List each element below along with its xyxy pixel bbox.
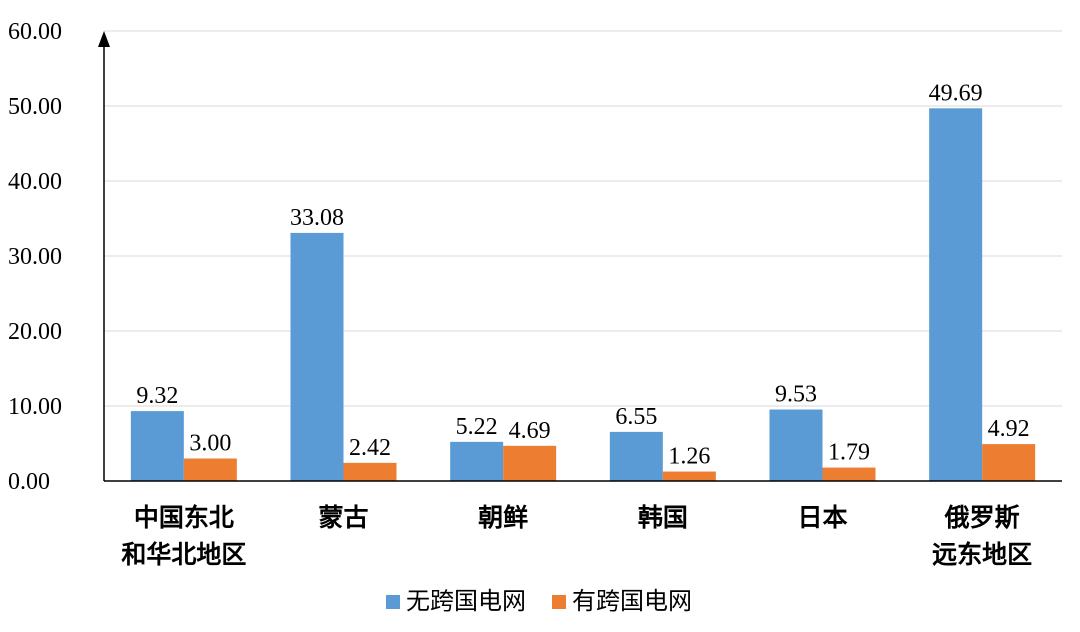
bar: [130, 411, 184, 481]
bar: [290, 232, 344, 481]
category-label: 俄罗斯: [944, 503, 1020, 532]
data-label: 6.55: [615, 404, 657, 430]
y-axis-ticks: 0.00 10.00 20.00 30.00 40.00 50.00 60.00: [8, 19, 62, 495]
legend: 无跨国电网 有跨国电网: [386, 587, 692, 615]
category-label: 远东地区: [932, 540, 1032, 569]
bar: [609, 431, 663, 481]
bar: [822, 467, 876, 481]
bar: [503, 445, 557, 481]
y-axis-arrow: [98, 31, 110, 47]
data-label: 1.26: [668, 444, 710, 470]
bar: [343, 462, 397, 481]
data-label: 9.32: [136, 383, 178, 409]
bar: [662, 471, 716, 481]
legend-swatch: [386, 595, 400, 609]
category-label: 中国东北: [134, 503, 234, 532]
y-tick-label: 50.00: [8, 94, 62, 120]
y-tick-label: 10.00: [8, 394, 62, 420]
data-labels: 9.32 33.08 5.22 6.55 9.53 49.69 3.00 2.42 4.69 1.…: [136, 80, 1029, 469]
category-label: 日本: [797, 503, 847, 532]
axes: [98, 31, 1062, 482]
category-label: 蒙古: [318, 503, 368, 532]
bar: [982, 444, 1036, 481]
category-label: 朝鲜: [478, 503, 528, 532]
data-label: 49.69: [929, 80, 983, 106]
bar: [929, 108, 983, 481]
legend-label: 有跨国电网: [572, 587, 692, 615]
category-label: 韩国: [638, 503, 688, 532]
y-tick-label: 60.00: [8, 19, 62, 45]
y-tick-label: 0.00: [8, 469, 50, 495]
y-tick-label: 20.00: [8, 319, 62, 345]
bar: [450, 441, 504, 481]
legend-swatch: [552, 595, 566, 609]
bars: [130, 108, 1036, 481]
data-label: 33.08: [290, 205, 344, 231]
data-label: 1.79: [828, 440, 870, 466]
data-label: 4.92: [988, 416, 1030, 442]
data-label: 2.42: [349, 435, 391, 461]
data-label: 3.00: [189, 431, 231, 457]
bar: [183, 458, 237, 481]
gridlines: [104, 30, 1062, 407]
y-tick-label: 40.00: [8, 169, 62, 195]
bar: [769, 409, 823, 481]
data-label: 4.69: [509, 418, 551, 444]
category-label: 和华北地区: [121, 540, 246, 569]
data-label: 5.22: [456, 414, 498, 440]
legend-label: 无跨国电网: [406, 587, 526, 615]
y-tick-label: 30.00: [8, 244, 62, 270]
data-label: 9.53: [775, 382, 817, 408]
